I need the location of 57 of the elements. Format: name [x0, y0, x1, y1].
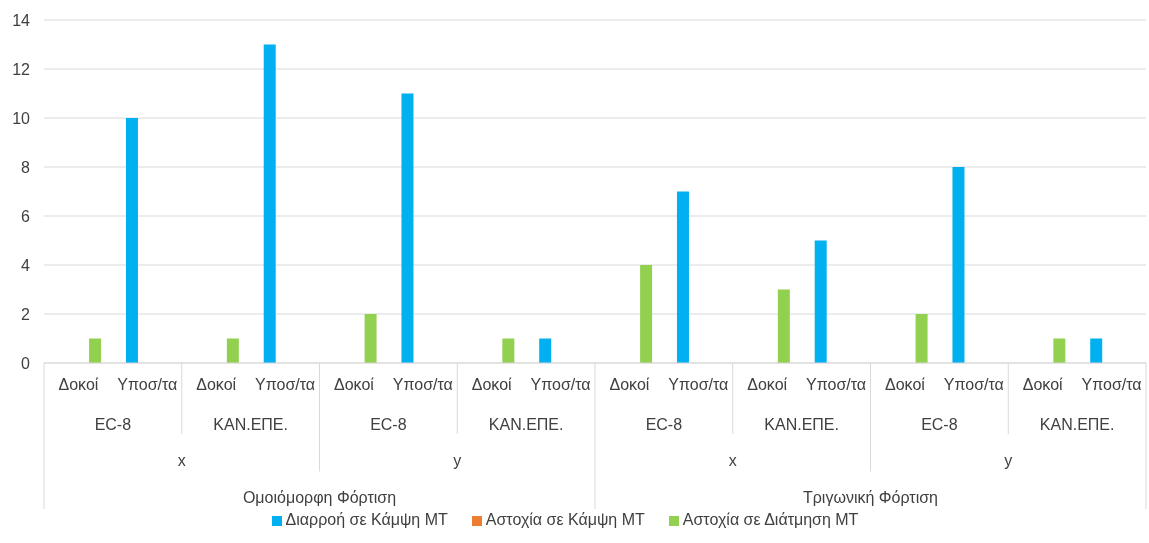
bar — [676, 191, 689, 363]
text: EC-8 — [921, 415, 958, 433]
text: y — [1004, 452, 1013, 469]
x-tick-label: Υποσ/τα — [806, 376, 867, 394]
legend-label: Αστοχία σε Κάμψη ΜΤ — [485, 511, 645, 528]
x-tick-label: Δοκοί — [1022, 376, 1064, 394]
x-tick-label: Υποσ/τα — [255, 376, 316, 394]
text: x — [728, 452, 737, 469]
bar — [263, 44, 276, 363]
text: EC-8 — [370, 415, 407, 433]
legend-label: Διαρροή σε Κάμψη ΜΤ — [285, 511, 448, 528]
x-tick-label: Υποσ/τα — [668, 376, 729, 394]
bar — [502, 338, 515, 363]
bar — [401, 93, 414, 363]
bar — [539, 338, 552, 363]
y-tick-label: 12 — [12, 60, 31, 78]
x-tick-label: Υποσ/τα — [392, 376, 453, 394]
text: EC-8 — [94, 415, 132, 433]
x-tick-label: Δοκοί — [196, 376, 237, 394]
x-tick-label: Υποσ/τα — [943, 376, 1004, 394]
x-tick-label: Υποσ/τα — [1081, 376, 1142, 394]
bar — [1090, 338, 1103, 363]
text: ΚΑΝ.ΕΠΕ. — [213, 415, 288, 433]
text: ΚΑΝ.ΕΠΕ. — [764, 415, 839, 433]
bar — [1053, 338, 1066, 363]
x-tick-label: Δοκοί — [58, 376, 99, 394]
y-tick-label: 14 — [12, 11, 31, 29]
bar — [814, 240, 827, 363]
text: Τριγωνική Φόρτιση — [802, 488, 939, 506]
bar — [364, 314, 377, 363]
bar — [125, 118, 138, 363]
bar — [777, 289, 790, 363]
y-tick-label: 4 — [21, 256, 31, 274]
text: EC-8 — [645, 415, 683, 433]
x-tick-label: Δοκοί — [747, 376, 788, 394]
bar — [89, 338, 102, 363]
y-tick-label: 8 — [21, 158, 31, 176]
y-tick-label: 2 — [21, 305, 31, 323]
text: ΚΑΝ.ΕΠΕ. — [488, 415, 564, 433]
x-tick-label: Υποσ/τα — [530, 376, 591, 394]
text: y — [453, 452, 462, 469]
bar — [640, 265, 653, 363]
text: ΚΑΝ.ΕΠΕ. — [1039, 415, 1115, 433]
x-tick-label: Υποσ/τα — [117, 376, 178, 394]
text: Ομοιόμορφη Φόρτιση — [242, 488, 397, 506]
x-tick-label: Δοκοί — [609, 376, 650, 394]
bar — [915, 314, 928, 363]
text: x — [177, 452, 186, 469]
legend-label: Αστοχία σε Διάτμηση ΜΤ — [682, 511, 859, 528]
y-tick-label: 10 — [12, 109, 31, 127]
y-tick-label: 0 — [21, 354, 31, 372]
x-tick-label: Δοκοί — [885, 376, 926, 394]
bar — [952, 167, 965, 363]
bar — [226, 338, 239, 363]
y-tick-label: 6 — [21, 207, 31, 225]
x-tick-label: Δοκοί — [471, 376, 513, 394]
x-tick-label: Δοκοί — [334, 376, 375, 394]
